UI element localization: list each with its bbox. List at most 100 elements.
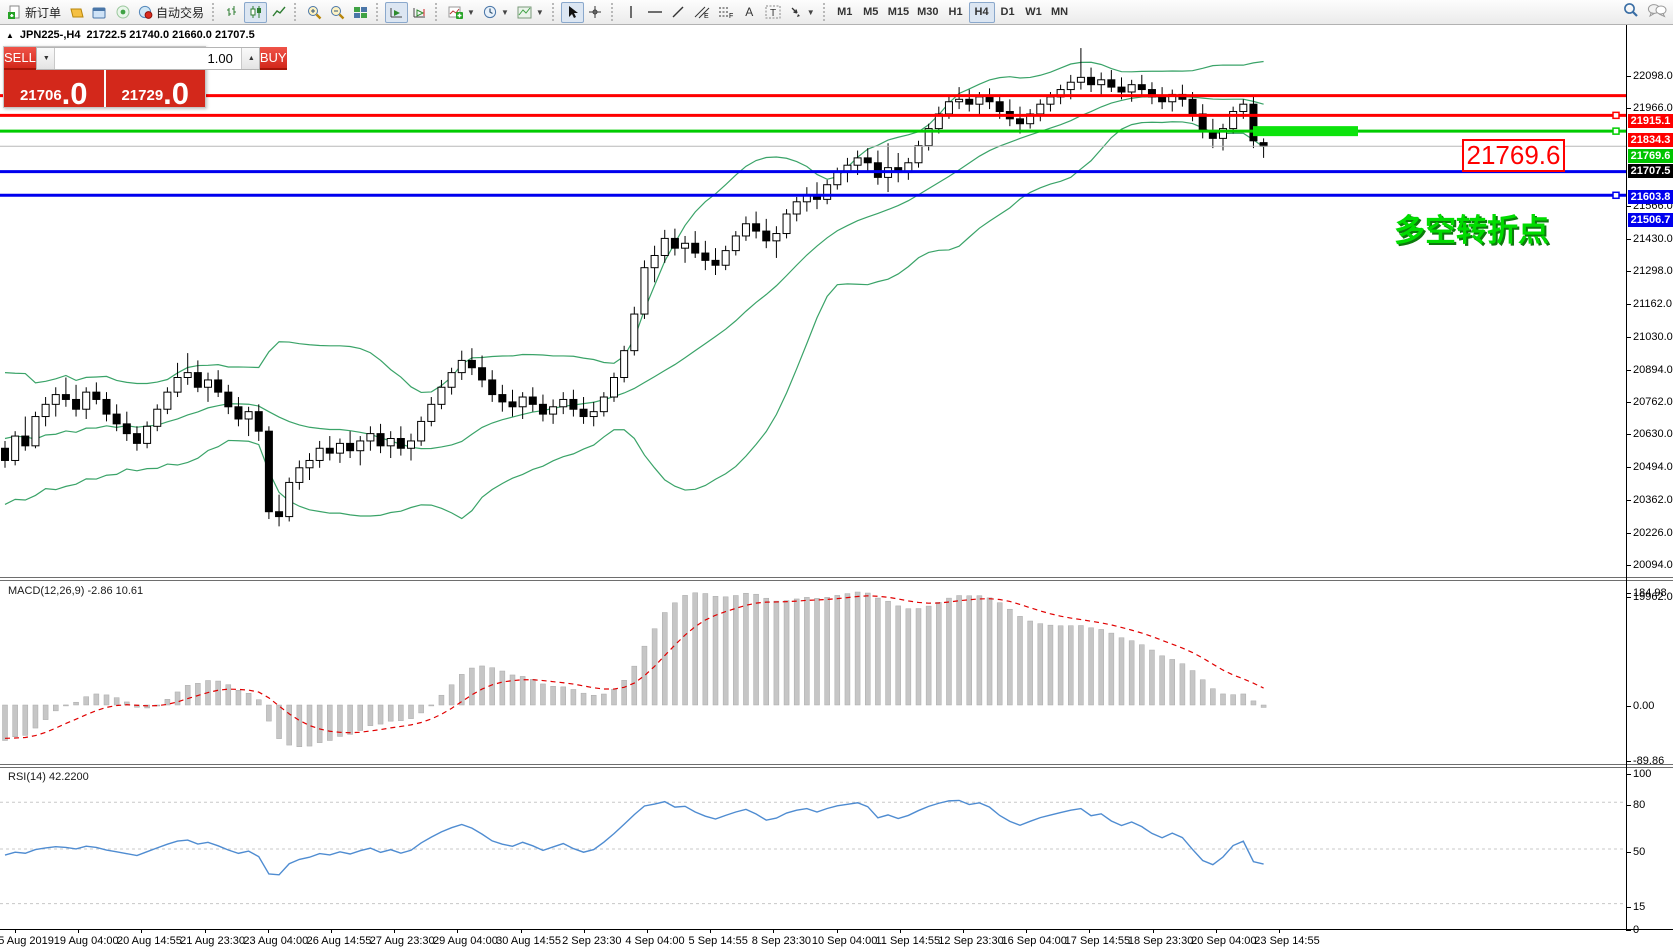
price-callout-box[interactable]: 21769.6 bbox=[1462, 139, 1565, 173]
time-label: 20 Sep 04:00 bbox=[1191, 935, 1257, 947]
time-label: 12 Sep 23:30 bbox=[938, 935, 1004, 947]
time-label: 15 Aug 2019 bbox=[0, 935, 54, 947]
sell-price[interactable]: 21706.0 bbox=[4, 70, 104, 109]
timeframe-button-m15[interactable]: M15 bbox=[887, 6, 910, 18]
bar-chart-button[interactable] bbox=[221, 2, 244, 23]
indicators-button[interactable]: ▼ bbox=[444, 2, 479, 23]
new-order-label: 新订单 bbox=[25, 5, 62, 20]
text-icon: A bbox=[745, 5, 754, 19]
crosshair-button[interactable] bbox=[584, 2, 607, 23]
cursor-button[interactable] bbox=[560, 1, 584, 23]
templates-button[interactable]: ▼ bbox=[513, 2, 548, 23]
price-tick-mark bbox=[1626, 76, 1631, 77]
chart-area: ▲ JPN225-,H4 21722.5 21740.0 21660.0 217… bbox=[0, 25, 1673, 951]
fibonacci-icon: F bbox=[718, 5, 734, 19]
volume-down-button[interactable]: ▼ bbox=[36, 48, 55, 69]
bollinger-band bbox=[4, 95, 1264, 450]
toolbar-separator bbox=[294, 3, 299, 21]
new-order-button[interactable]: 新订单 bbox=[4, 2, 65, 23]
time-axis-line bbox=[0, 929, 1673, 930]
time-label: 8 Sep 23:30 bbox=[751, 935, 812, 947]
macd-axis-label: 184.98 bbox=[1633, 586, 1667, 599]
text-label-button[interactable]: T bbox=[761, 2, 785, 23]
text-button[interactable]: A bbox=[738, 2, 761, 23]
chart-shift-button[interactable] bbox=[408, 2, 431, 23]
buy-price[interactable]: 21729.0 bbox=[105, 70, 205, 109]
time-label: 21 Aug 23:30 bbox=[180, 935, 246, 947]
panel-separator[interactable] bbox=[0, 577, 1673, 581]
sell-button[interactable]: SELL bbox=[4, 47, 36, 70]
auto-scroll-button[interactable] bbox=[385, 1, 409, 23]
buy-button[interactable]: BUY bbox=[259, 47, 287, 70]
macd-panel[interactable] bbox=[0, 581, 1626, 764]
trendline-button[interactable] bbox=[667, 2, 690, 23]
time-label: 16 Sep 04:00 bbox=[1001, 935, 1067, 947]
price-tick-mark bbox=[1626, 369, 1631, 371]
vertical-line-button[interactable] bbox=[620, 2, 643, 23]
highlight-zone[interactable] bbox=[1253, 126, 1358, 137]
profiles-button[interactable] bbox=[88, 2, 111, 23]
new-chart-button[interactable] bbox=[65, 2, 88, 23]
timeframe-button-m30[interactable]: M30 bbox=[917, 6, 939, 18]
panel-separator[interactable] bbox=[0, 764, 1673, 768]
rsi-tick-mark bbox=[1626, 774, 1631, 775]
timeframe-button-m1[interactable]: M1 bbox=[837, 6, 853, 18]
candlestick-chart-button[interactable] bbox=[244, 1, 268, 23]
tile-windows-button[interactable] bbox=[349, 2, 372, 23]
dropdown-arrow-icon: ▼ bbox=[806, 7, 815, 17]
rsi-panel[interactable] bbox=[0, 768, 1626, 929]
tile-windows-icon bbox=[353, 6, 368, 19]
toolbar-separator bbox=[610, 3, 616, 21]
price-tick-mark bbox=[1626, 532, 1631, 534]
timeframe-button-h4[interactable]: H4 bbox=[968, 1, 995, 23]
line-chart-button[interactable] bbox=[267, 2, 290, 23]
price-tick-mark bbox=[1626, 434, 1631, 436]
volume-up-button[interactable]: ▲ bbox=[240, 48, 259, 69]
equidistant-channel-button[interactable]: E bbox=[690, 2, 714, 23]
rsi-tick-mark bbox=[1626, 805, 1631, 807]
price-tick: 20630.0 bbox=[1633, 428, 1673, 441]
timeframe-button-w1[interactable]: W1 bbox=[1025, 6, 1042, 18]
search-icon[interactable] bbox=[1623, 2, 1639, 23]
chart-note-text[interactable]: 多空转折点 bbox=[1394, 213, 1549, 248]
chat-icon[interactable] bbox=[1647, 3, 1667, 23]
macd-tick-mark bbox=[1626, 760, 1631, 762]
timeframe-button-h1[interactable]: H1 bbox=[948, 6, 963, 18]
price-tick: 21030.0 bbox=[1633, 330, 1673, 343]
timeframe-button-d1[interactable]: D1 bbox=[1000, 6, 1015, 18]
timeframe-button-m5[interactable]: M5 bbox=[863, 6, 879, 18]
svg-text:T: T bbox=[770, 8, 776, 19]
arrows-button[interactable]: ▼ bbox=[785, 2, 819, 23]
price-badge: 21707.5 bbox=[1628, 164, 1673, 179]
price-tick: 21966.0 bbox=[1633, 102, 1673, 115]
fibonacci-button[interactable]: F bbox=[714, 2, 738, 23]
candlestick-chart-icon bbox=[249, 5, 263, 19]
main-price-panel[interactable] bbox=[0, 25, 1626, 577]
collapse-triangle-icon[interactable]: ▲ bbox=[6, 30, 14, 40]
svg-text:E: E bbox=[704, 13, 709, 19]
zoom-in-button[interactable] bbox=[303, 2, 326, 23]
news-button[interactable] bbox=[111, 2, 134, 23]
zoom-out-button[interactable] bbox=[326, 2, 349, 23]
time-label: 29 Aug 04:00 bbox=[432, 935, 498, 947]
price-tick-mark bbox=[1626, 271, 1631, 273]
bar-chart-icon bbox=[226, 5, 240, 19]
time-tick-mark bbox=[267, 929, 269, 933]
time-tick-mark bbox=[1089, 929, 1091, 933]
price-badge: 21603.8 bbox=[1628, 189, 1673, 204]
time-tick-mark bbox=[78, 929, 80, 933]
time-label: 27 Aug 23:30 bbox=[369, 935, 435, 947]
time-label: 20 Aug 14:55 bbox=[116, 935, 182, 947]
volume-input[interactable] bbox=[54, 48, 241, 69]
toolbar-separator bbox=[822, 3, 828, 21]
macd-axis-label: -89.86 bbox=[1633, 754, 1665, 767]
timeframe-button-mn[interactable]: MN bbox=[1050, 6, 1069, 18]
chart-header: ▲ JPN225-,H4 21722.5 21740.0 21660.0 217… bbox=[6, 29, 255, 41]
time-tick-mark bbox=[899, 929, 901, 933]
text-label-icon: T bbox=[765, 5, 781, 19]
horizontal-line-button[interactable] bbox=[643, 2, 667, 23]
periods-button[interactable]: ▼ bbox=[479, 2, 513, 23]
dropdown-arrow-icon: ▼ bbox=[535, 7, 544, 17]
price-tick: 21298.0 bbox=[1633, 265, 1673, 278]
autotrading-button[interactable]: 自动交易 bbox=[134, 2, 208, 23]
